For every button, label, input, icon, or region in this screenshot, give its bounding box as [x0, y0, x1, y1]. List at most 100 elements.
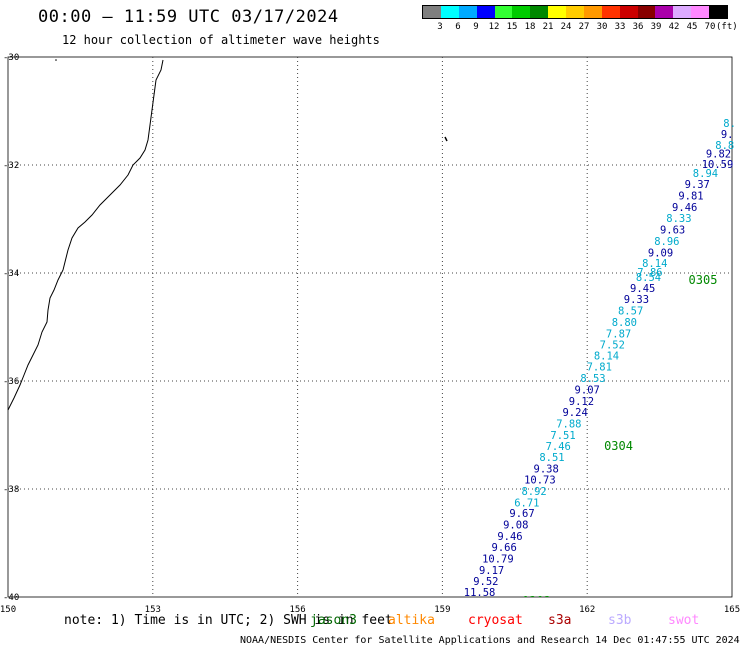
color-scale-unit: (ft)	[716, 22, 738, 32]
lon-tick-label: 165	[724, 605, 740, 615]
wave-height-label: 7.52	[600, 340, 625, 352]
pass-time-label: 0305	[689, 273, 718, 287]
wave-height-label: 8.8	[715, 140, 734, 152]
wave-height-label: 6.71	[514, 497, 539, 509]
legend-swatch	[494, 6, 513, 18]
wave-height-label: 9.45	[630, 283, 655, 295]
lat-tick-label: -40	[3, 593, 19, 603]
legend-tick-label: 21	[542, 22, 554, 32]
wave-height-label: 9.67	[509, 508, 534, 520]
wave-height-label: 7.86	[637, 267, 662, 279]
wave-height-label: 9.24	[562, 407, 587, 419]
page-title: 00:00 – 11:59 UTC 03/17/2024	[38, 7, 339, 27]
legend-swatch	[512, 6, 531, 18]
legend-tick-label: 18	[524, 22, 536, 32]
wave-height-label: 9.37	[685, 179, 710, 191]
legend-tick-label: 42	[668, 22, 680, 32]
wave-height-label: 10.59	[702, 159, 734, 171]
legend-swatch	[423, 6, 441, 18]
wave-height-label: 7.46	[546, 441, 571, 453]
page-subtitle: 12 hour collection of altimeter wave hei…	[62, 33, 380, 47]
color-scale-labels: 3 6 9 12 15 18 21 24 27 30 33 36 39 42 45 70	[422, 22, 740, 34]
wave-height-label: 7.87	[606, 328, 631, 340]
legend-tick-label: 15	[506, 22, 518, 32]
lon-tick-label: 153	[145, 605, 161, 615]
island-speck	[444, 136, 448, 142]
wave-height-label: 8.94	[693, 168, 718, 180]
legend-tick-label: 36	[632, 22, 644, 32]
legend-swatch	[691, 6, 709, 18]
coastline	[7, 59, 164, 411]
satellite-s3a: s3a	[548, 613, 572, 628]
lat-tick-label: -30	[3, 53, 19, 63]
legend-tick-label: 27	[578, 22, 590, 32]
satellite-cryosat: cryosat	[468, 613, 523, 628]
legend-tick-label: 24	[560, 22, 572, 32]
wave-height-label: 9.	[721, 129, 734, 141]
lon-tick-label: 156	[289, 605, 305, 615]
lon-tick-label: 159	[434, 605, 450, 615]
legend-tick-label: 70	[704, 22, 716, 32]
wave-height-label: 8.53	[580, 373, 605, 385]
wave-height-label: 8.14	[642, 258, 667, 270]
legend-swatch	[458, 6, 477, 18]
wave-height-label: 8.33	[666, 213, 691, 225]
legend-swatch	[637, 6, 656, 18]
legend-tick-label: 3	[437, 22, 443, 32]
legend-tick-label: 12	[488, 22, 500, 32]
wave-height-label: 9.08	[503, 519, 528, 531]
wave-height-label: 9.33	[624, 294, 649, 306]
legend-tick-label: 45	[686, 22, 698, 32]
pass-time-label: 0303	[522, 594, 551, 608]
footer-note: note: 1) Time is in UTC; 2) SWH is in fe…	[64, 613, 393, 628]
legend-swatch	[709, 6, 727, 18]
wave-height-label: 9.15	[461, 598, 486, 610]
island-speck	[55, 59, 57, 61]
credit-line: NOAA/NESDIS Center for Satellite Applica…	[240, 635, 740, 646]
legend-tick-label: 30	[596, 22, 608, 32]
legend-swatch	[440, 6, 459, 18]
satellite-jason3: jason3	[310, 613, 357, 628]
satellite-swot: swot	[668, 613, 700, 628]
wave-height-label: 9.09	[648, 247, 673, 259]
legend-tick-label: 39	[650, 22, 662, 32]
wave-height-label: 7.81	[587, 362, 612, 374]
legend-tick-label: 6	[455, 22, 461, 32]
wave-height-label: 9.52	[473, 576, 498, 588]
legend-swatch	[601, 6, 620, 18]
wave-height-label: 9.38	[534, 463, 559, 475]
legend-swatch	[476, 6, 495, 18]
wave-height-label: 9.07	[575, 384, 600, 396]
legend-swatch	[619, 6, 638, 18]
lat-tick-label: -32	[3, 161, 19, 171]
wave-height-label: 8.54	[636, 272, 661, 284]
wave-height-label: 8.	[723, 118, 736, 130]
legend-tick-label: 9	[473, 22, 479, 32]
wave-height-label: 9.46	[672, 202, 697, 214]
altimeter-track: 8.9.8.89.8210.598.949.379.819.468.339.63…	[461, 118, 736, 610]
wave-height-label: 9.12	[569, 396, 594, 408]
lon-tick-label: 162	[579, 605, 595, 615]
lon-tick-label: 150	[0, 605, 16, 615]
wave-height-label: 10.79	[482, 553, 514, 565]
wave-height-label: 8.80	[612, 317, 637, 329]
wave-height-label: 9.82	[706, 148, 731, 160]
map-frame	[7, 56, 733, 598]
color-scale-legend	[422, 5, 728, 19]
satellite-s3b: s3b	[608, 613, 632, 628]
wave-height-label: 9.46	[497, 531, 522, 543]
wave-height-label: 8.51	[539, 452, 564, 464]
lat-tick-label: -36	[3, 377, 19, 387]
legend-swatch	[655, 6, 674, 18]
wave-height-label: 10.73	[524, 475, 556, 487]
lat-tick-label: -38	[3, 485, 19, 495]
satellite-altika: altika	[388, 613, 435, 628]
wave-height-label: 9.81	[678, 191, 703, 203]
wave-height-label: 7.51	[550, 430, 575, 442]
wave-height-label: 11.58	[464, 587, 496, 599]
wave-height-label: 8.92	[521, 486, 546, 498]
wave-height-label: 9.66	[492, 542, 517, 554]
legend-swatch	[583, 6, 602, 18]
wave-height-label: 8.57	[618, 306, 643, 318]
